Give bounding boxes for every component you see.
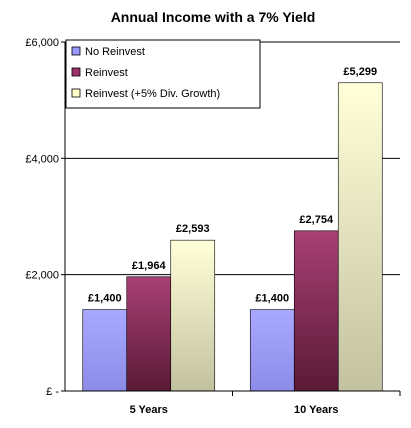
data-label: £5,299 [343, 66, 377, 78]
y-tick-label: £4,000 [25, 153, 59, 165]
legend-swatch [71, 88, 81, 98]
data-labels: £1,400 £1,964 £2,593 £1,400 £2,754 £5,299 [88, 66, 377, 305]
bar [293, 230, 339, 392]
data-label: £2,593 [176, 223, 210, 235]
x-category-label: 10 Years [294, 404, 338, 416]
legend: No Reinvest Reinvest Reinvest (+5% Div. Gr… [65, 39, 261, 109]
bar [249, 309, 295, 392]
bar [170, 239, 216, 392]
x-category-label: 5 Years [130, 404, 168, 416]
data-label: £2,754 [299, 214, 334, 226]
bar [126, 276, 172, 392]
axes [64, 42, 400, 392]
y-axis-ticks: £ - £2,000 £4,000 £6,000 [25, 37, 65, 398]
x-axis-categories: 5 Years 10 Years [130, 391, 401, 416]
chart-title: Annual Income with a 7% Yield [111, 9, 316, 25]
legend-box [65, 39, 261, 109]
bar [82, 309, 128, 392]
data-label: £1,400 [88, 293, 122, 305]
bars [82, 82, 383, 392]
legend-label: No Reinvest [85, 46, 145, 58]
legend-label: Reinvest (+5% Div. Growth) [85, 88, 220, 100]
y-tick-label: £2,000 [25, 270, 59, 282]
y-tick-label: £ - [46, 386, 59, 398]
legend-swatch [71, 67, 81, 77]
data-label: £1,400 [255, 293, 289, 305]
bar [337, 82, 383, 392]
y-tick-label: £6,000 [25, 37, 59, 49]
legend-label: Reinvest [85, 67, 128, 79]
data-label: £1,964 [132, 260, 167, 272]
legend-swatch [71, 46, 81, 56]
